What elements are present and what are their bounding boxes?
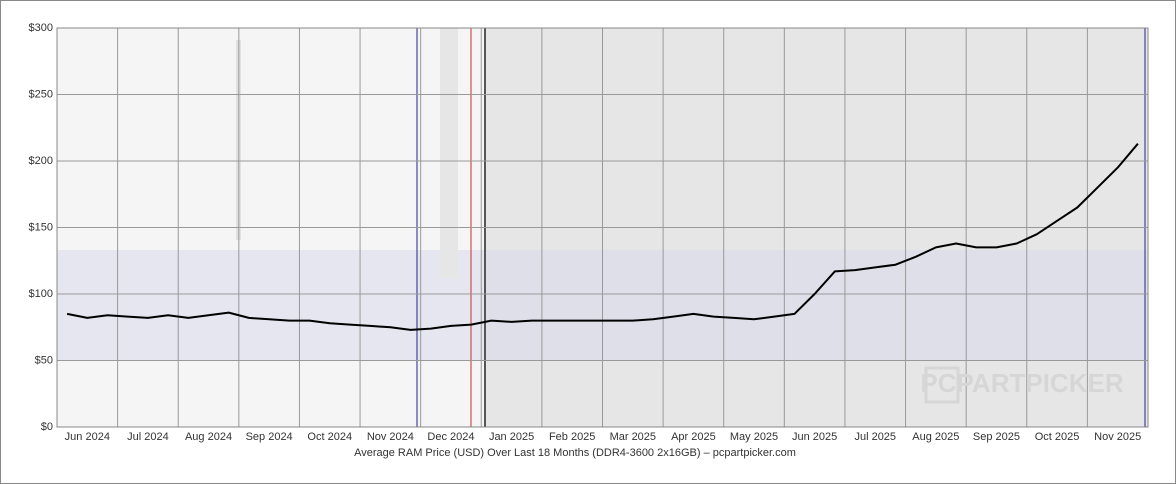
x-tick-label: Jul 2024 xyxy=(127,431,169,443)
x-tick-label: Oct 2024 xyxy=(307,431,352,443)
shaded-region xyxy=(440,28,458,278)
x-tick-label: Jul 2025 xyxy=(854,431,896,443)
marks xyxy=(66,143,1139,331)
x-tick-label: Aug 2025 xyxy=(912,431,959,443)
x-tick-label: Aug 2024 xyxy=(185,431,232,443)
plot-border xyxy=(56,27,1149,428)
x-tick-label: Jun 2025 xyxy=(792,431,837,443)
x-tick-label: Nov 2024 xyxy=(367,431,414,443)
x-tick-label: Sep 2025 xyxy=(973,431,1020,443)
y-tick-label: $150 xyxy=(29,221,53,233)
y-tick-label: $300 xyxy=(29,22,53,34)
x-tick-label: Jun 2024 xyxy=(65,431,110,443)
x-tick-label: Apr 2025 xyxy=(671,431,716,443)
price-line xyxy=(66,143,1139,331)
x-tick-label: Mar 2025 xyxy=(610,431,656,443)
x-tick-label: May 2025 xyxy=(730,431,778,443)
y-tick-label: $200 xyxy=(29,155,53,167)
x-tick-label: Oct 2025 xyxy=(1035,431,1080,443)
y-tick-label: $250 xyxy=(29,88,53,100)
x-tick-label: Dec 2024 xyxy=(427,431,474,443)
watermark-icon xyxy=(924,366,960,404)
x-axis-label: Average RAM Price (USD) Over Last 18 Mon… xyxy=(354,447,796,459)
x-tick-label: Jan 2025 xyxy=(489,431,534,443)
y-tick-label: $100 xyxy=(29,288,53,300)
x-tick-label: Sep 2024 xyxy=(246,431,293,443)
watermark: PCPARTPICKER xyxy=(920,368,1123,398)
y-tick-label: $0 xyxy=(41,421,53,433)
x-tick-label: Nov 2025 xyxy=(1094,431,1141,443)
y-tick-label: $50 xyxy=(35,354,53,366)
x-tick-label: Feb 2025 xyxy=(549,431,595,443)
